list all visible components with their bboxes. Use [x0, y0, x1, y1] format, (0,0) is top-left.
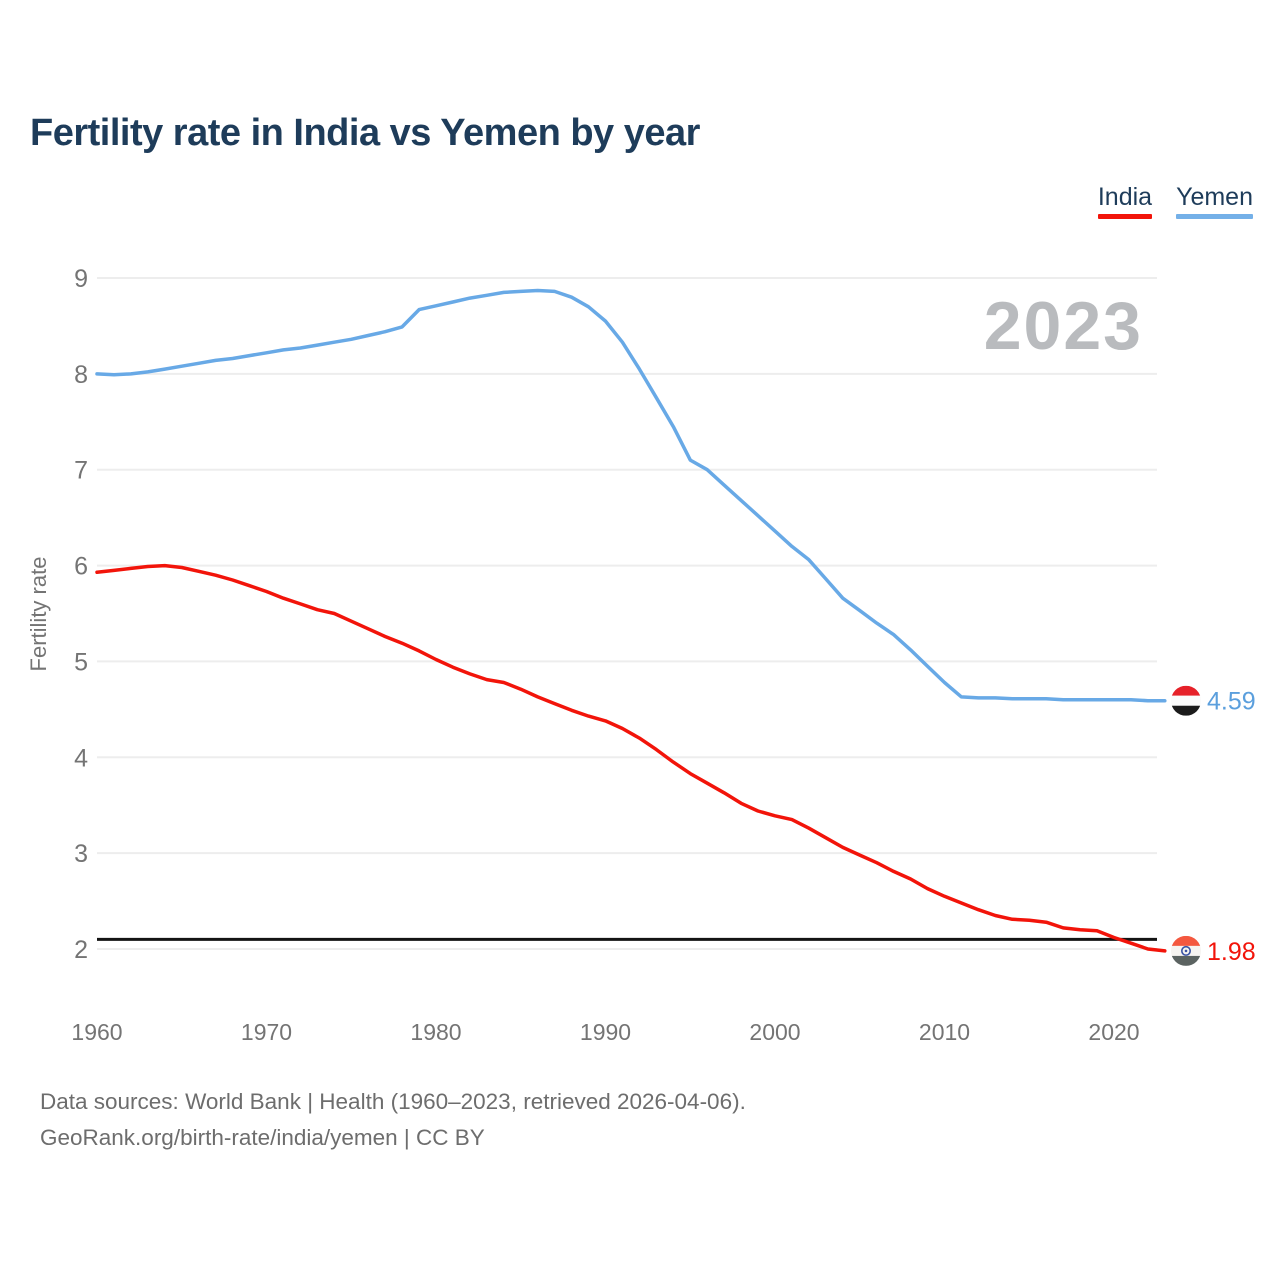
- x-tick-label: 1960: [71, 1019, 122, 1045]
- footer-attribution: GeoRank.org/birth-rate/india/yemen | CC …: [40, 1125, 485, 1150]
- x-tick-label: 1990: [580, 1019, 631, 1045]
- x-tick-label: 1980: [410, 1019, 461, 1045]
- watermark-year: 2023: [984, 288, 1143, 364]
- y-tick-label: 5: [74, 648, 88, 676]
- legend-underline: [1176, 214, 1253, 220]
- y-tick-label: 9: [74, 265, 88, 293]
- legend-item-yemen[interactable]: Yemen: [1176, 183, 1253, 220]
- x-tick-label: 2010: [919, 1019, 970, 1045]
- footer: Data sources: World Bank | Health (1960–…: [40, 1084, 746, 1156]
- yemen-line: [95, 288, 1167, 703]
- india-line: [95, 563, 1167, 953]
- y-tick-label: 2: [74, 936, 88, 964]
- legend-label: India: [1097, 183, 1153, 211]
- x-tick-label: 2000: [749, 1019, 800, 1045]
- chart-title: Fertility rate in India vs Yemen by year: [30, 112, 700, 154]
- legend-label: Yemen: [1176, 183, 1253, 211]
- legend-underline: [1097, 214, 1153, 220]
- india-flag-icon: [1171, 935, 1201, 966]
- x-tick-label: 2020: [1088, 1019, 1139, 1045]
- y-tick-label: 4: [74, 744, 88, 772]
- yemen-end-value: 4.59: [1207, 688, 1256, 716]
- yemen-flag-icon: [1171, 685, 1201, 716]
- india-end-value: 1.98: [1207, 938, 1256, 966]
- footer-data-sources: Data sources: World Bank | Health (1960–…: [40, 1089, 746, 1114]
- y-tick-label: 8: [74, 361, 88, 389]
- legend-item-india[interactable]: India: [1097, 183, 1153, 220]
- y-tick-label: 6: [74, 553, 88, 581]
- y-tick-label: 3: [74, 840, 88, 868]
- x-tick-label: 1970: [241, 1019, 292, 1045]
- y-axis-title: Fertility rate: [26, 557, 51, 672]
- y-tick-label: 7: [74, 457, 88, 485]
- legend: India Yemen: [1097, 183, 1253, 220]
